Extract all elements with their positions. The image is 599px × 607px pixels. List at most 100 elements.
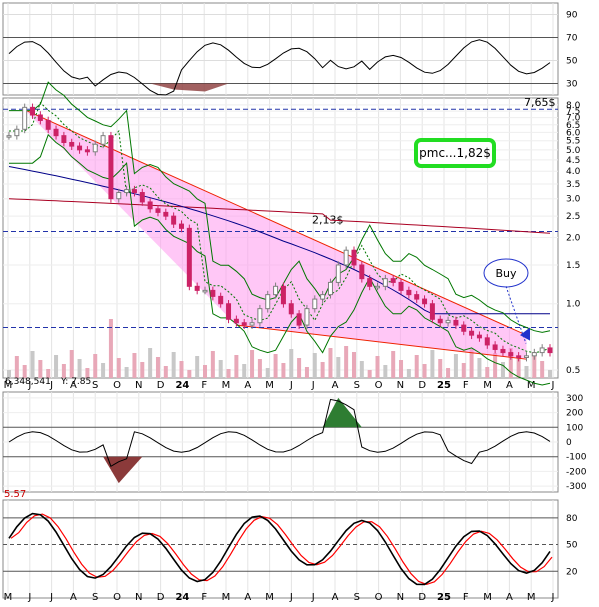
rsi-tick-label: 70	[566, 34, 578, 44]
rsi-tick-label: 50	[566, 57, 578, 67]
volume-bar	[61, 364, 66, 378]
price-tick-label: 6.5	[566, 121, 580, 131]
volume-bar	[273, 354, 278, 378]
month-label: N	[135, 380, 142, 391]
month-label-bottom: S	[354, 592, 360, 603]
month-label: N	[397, 380, 404, 391]
month-label: A	[506, 380, 513, 391]
volume-bar	[446, 368, 451, 378]
candle-body	[422, 298, 428, 305]
rsi-tick-label: 30	[566, 80, 578, 90]
volume-bar	[281, 363, 286, 378]
volume-bar	[344, 346, 349, 378]
volume-bar	[289, 349, 294, 378]
volume-bar	[46, 369, 51, 378]
volume-bar	[163, 366, 168, 378]
volume-bar	[257, 359, 262, 378]
candle-body	[22, 106, 28, 130]
month-label-bottom: D	[157, 592, 165, 603]
candle-body	[108, 135, 114, 200]
month-label-bottom: M	[483, 592, 492, 603]
candle-body	[461, 324, 467, 332]
pmc-annotation-box: pmc...1,82$	[414, 138, 496, 168]
candle-body	[445, 319, 451, 324]
stoch-tick-label: 80	[566, 514, 578, 524]
buy-label: Buy	[495, 267, 517, 280]
stoch-d-line	[10, 513, 553, 586]
price-tick-label: 5.5	[566, 137, 580, 147]
candle-body	[375, 285, 381, 289]
candle-body	[100, 135, 106, 145]
volume-bar	[548, 370, 552, 378]
month-label-bottom: F	[201, 592, 207, 603]
candle-body	[218, 295, 224, 305]
candle-body	[69, 141, 75, 147]
volume-bar	[226, 369, 231, 378]
month-label-bottom: M	[527, 592, 536, 603]
cci-negative-area	[103, 456, 143, 484]
candle-body	[45, 119, 51, 130]
month-label: 24	[175, 380, 189, 391]
candle-body	[476, 334, 482, 339]
volume-bar	[265, 368, 270, 378]
volume-bar	[124, 367, 129, 378]
candle-body	[226, 303, 232, 320]
volume-bar	[218, 360, 223, 378]
month-label-bottom: N	[135, 592, 142, 603]
price-tick-label: 4.5	[566, 156, 580, 166]
volume-bar	[242, 364, 247, 378]
panel-frame-sto	[2, 499, 559, 599]
candle-body	[335, 264, 341, 283]
month-label-bottom: J	[49, 592, 53, 603]
candle-body	[61, 135, 67, 143]
month-label-bottom: D	[418, 592, 426, 603]
month-label: F	[201, 380, 207, 391]
price-tick-label: 4.0	[566, 167, 581, 177]
candle-body	[523, 355, 529, 358]
volume-bar	[469, 349, 474, 378]
volume-bar	[312, 353, 317, 378]
month-label-bottom: J	[311, 592, 315, 603]
price-tick-label: 2.0	[566, 233, 581, 243]
panel-frame-rsi	[2, 2, 559, 96]
price-tick-label: 1.5	[566, 261, 580, 271]
upper-trendline	[24, 109, 527, 336]
volume-bar	[493, 353, 498, 378]
bollinger-lower	[9, 133, 551, 386]
month-label: 25	[437, 380, 451, 391]
volume-bar	[179, 361, 184, 378]
candle-body	[171, 215, 177, 225]
channel-fill	[24, 109, 527, 360]
candle-body	[77, 145, 83, 151]
month-label: F	[463, 380, 469, 391]
month-label-bottom: F	[463, 592, 469, 603]
volume-bar	[297, 358, 302, 378]
stoch-value-label: 5.57	[4, 489, 26, 500]
cci-positive-area	[322, 397, 362, 428]
volume-bar	[148, 348, 153, 378]
volume-bar	[69, 350, 74, 378]
candle-body	[516, 355, 522, 358]
volume-bar	[532, 352, 537, 378]
month-label: J	[551, 380, 555, 391]
cci-line	[8, 398, 551, 468]
candle-body	[508, 352, 514, 357]
month-label: M	[527, 380, 536, 391]
candle-body	[131, 189, 137, 194]
candle-body	[273, 285, 279, 296]
month-label-bottom: J	[27, 592, 31, 603]
rsi-oversold-area	[150, 83, 229, 92]
month-label: O	[375, 380, 383, 391]
month-label: D	[157, 380, 165, 391]
volume-bar	[516, 357, 521, 378]
volume-bar	[422, 364, 427, 378]
candle-body	[398, 281, 404, 291]
candle-body	[484, 337, 490, 346]
month-label-bottom: J	[551, 592, 555, 603]
candle-body	[359, 264, 365, 280]
month-label: J	[311, 380, 315, 391]
candle-body	[6, 135, 12, 138]
volume-bar	[438, 359, 443, 378]
candle-body	[469, 330, 475, 336]
